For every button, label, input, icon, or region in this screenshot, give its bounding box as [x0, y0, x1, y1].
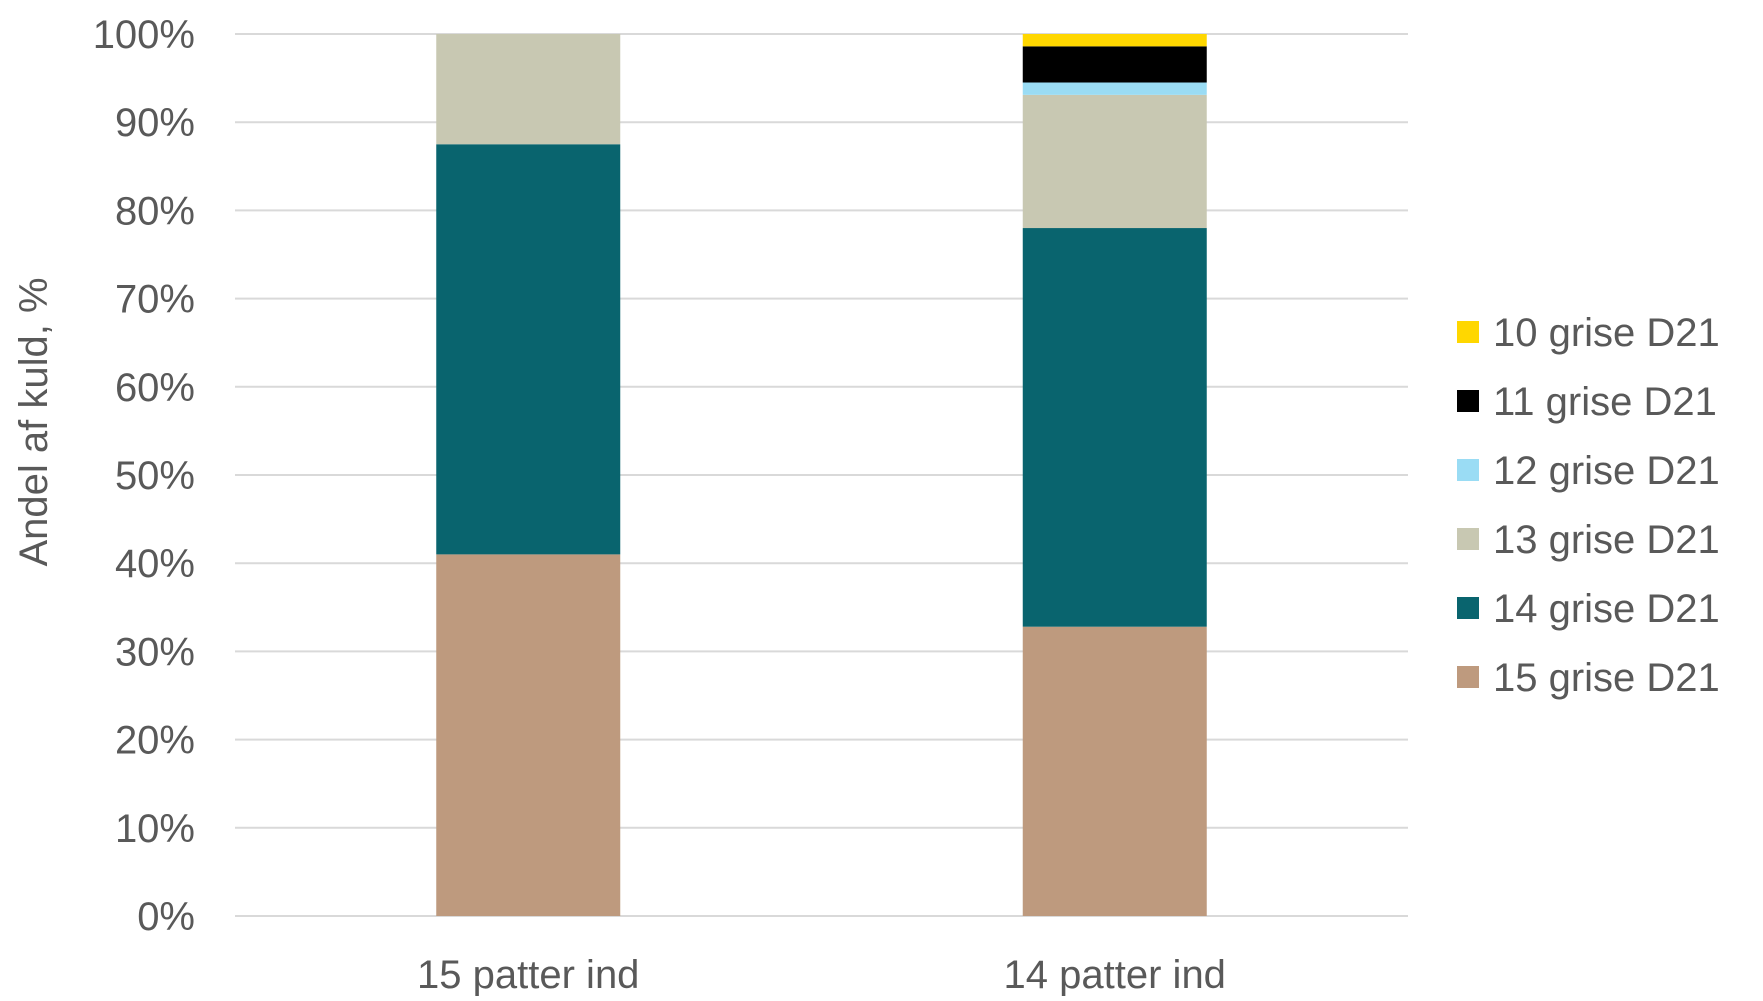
legend-swatch [1457, 321, 1479, 343]
bar-segment [1022, 94, 1207, 229]
y-tick-label: 20% [115, 719, 195, 763]
y-tick-label: 30% [115, 630, 195, 674]
legend-swatch [1457, 528, 1479, 550]
y-axis-ticks: 0% 10% 20% 30% 40% 50% 60% 70% 80% 90% 100% [93, 13, 195, 939]
bar-segment [1022, 46, 1207, 83]
x-category-label: 14 patter ind [1004, 953, 1226, 996]
bar-segment [1022, 82, 1207, 95]
legend-swatch [1457, 459, 1479, 481]
y-tick-label: 10% [115, 807, 195, 851]
bars [436, 34, 1207, 916]
legend-swatch [1457, 597, 1479, 619]
legend-swatch [1457, 666, 1479, 688]
y-tick-label: 50% [115, 454, 195, 498]
legend-label: 13 grise D21 [1493, 518, 1720, 562]
bar-segment [1022, 626, 1207, 916]
bar-segment [1022, 34, 1207, 47]
y-tick-label: 40% [115, 542, 195, 586]
y-tick-label: 60% [115, 366, 195, 410]
bar-segment [436, 144, 621, 555]
legend-label: 15 grise D21 [1493, 656, 1720, 700]
legend-label: 14 grise D21 [1493, 587, 1720, 631]
x-category-label: 15 patter ind [417, 953, 639, 996]
gridlines [235, 33, 1408, 917]
legend-label: 12 grise D21 [1493, 449, 1720, 493]
legend-swatch [1457, 390, 1479, 412]
bar-segment [436, 34, 621, 145]
y-tick-label: 90% [115, 101, 195, 145]
y-tick-label: 0% [137, 895, 195, 939]
y-tick-label: 100% [93, 13, 195, 57]
x-axis-categories: 15 patter ind 14 patter ind [417, 953, 1226, 997]
bar-segment [436, 554, 621, 916]
y-axis-title: Andel af kuld, % [12, 277, 56, 566]
bar-segment [1022, 228, 1207, 627]
legend-label: 10 grise D21 [1493, 311, 1720, 355]
legend: 10 grise D21 11 grise D21 12 grise D21 13 g… [1457, 311, 1720, 700]
y-tick-label: 80% [115, 189, 195, 233]
legend-label: 11 grise D21 [1493, 380, 1717, 424]
y-tick-label: 70% [115, 278, 195, 322]
